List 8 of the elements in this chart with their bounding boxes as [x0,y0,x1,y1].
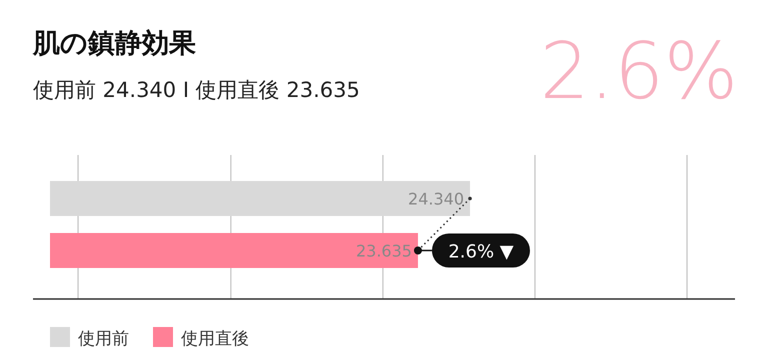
legend-label: 使用前 [78,329,129,349]
legend-label: 使用直後 [181,329,249,349]
data-label: 23.635 [356,242,412,260]
annotation: 2.6% ▼ [448,242,514,262]
chart-subtitle: 使用前 24.340 I 使用直後 23.635 [33,78,360,102]
chart-title: 肌の鎮静効果 [32,28,196,59]
data-label: 24.340 [408,190,464,208]
text: 2.6% [540,27,738,117]
